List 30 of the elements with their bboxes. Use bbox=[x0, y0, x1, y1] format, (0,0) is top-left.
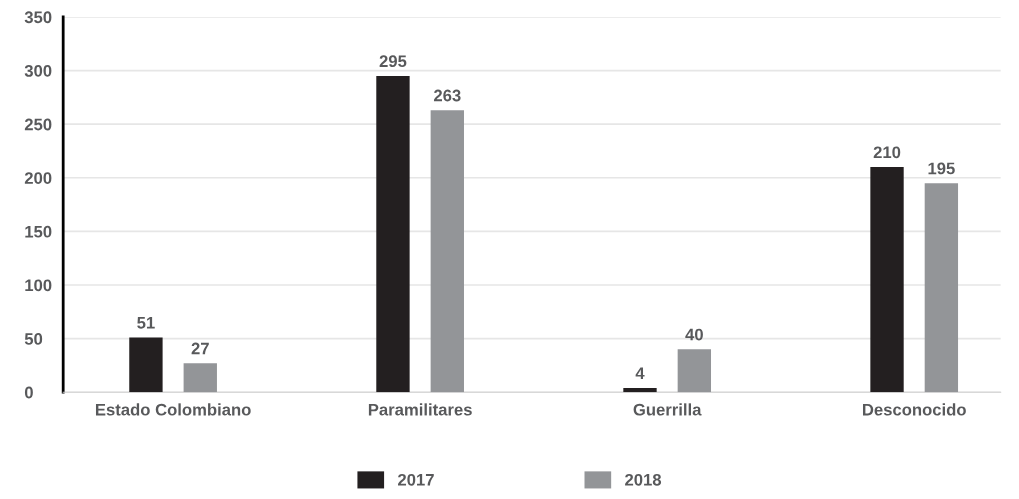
data-label: 4 bbox=[635, 367, 645, 379]
x-tick-label: Estado Colombiano bbox=[95, 403, 251, 416]
y-tick-label: 200 bbox=[24, 172, 52, 184]
y-tick-label: 300 bbox=[24, 64, 52, 77]
y-tick-label: 50 bbox=[24, 333, 43, 345]
legend-label: 2017 bbox=[398, 473, 434, 486]
data-label: 210 bbox=[873, 146, 901, 159]
x-tick-label: Paramilitares bbox=[368, 403, 472, 416]
legend-label: 2018 bbox=[625, 473, 662, 486]
bar bbox=[183, 363, 217, 393]
bar bbox=[623, 387, 657, 393]
y-tick-label: 350 bbox=[24, 11, 52, 24]
bar bbox=[430, 110, 464, 393]
data-label: 295 bbox=[379, 55, 407, 68]
x-tick-label: Guerrilla bbox=[633, 403, 702, 416]
data-label: 263 bbox=[433, 89, 461, 102]
y-tick-label: 150 bbox=[25, 225, 52, 238]
x-tick-label: Desconocido bbox=[862, 403, 966, 416]
bar bbox=[870, 167, 904, 393]
bar bbox=[677, 349, 712, 393]
y-tick-label: 100 bbox=[25, 279, 52, 292]
data-label: 27 bbox=[191, 342, 209, 355]
y-tick-label: 250 bbox=[24, 118, 52, 131]
data-label: 51 bbox=[137, 317, 155, 329]
data-label: 40 bbox=[685, 328, 703, 341]
data-label: 195 bbox=[928, 162, 955, 175]
y-tick-label: 0 bbox=[24, 386, 33, 399]
bar bbox=[129, 337, 163, 393]
bar bbox=[924, 183, 959, 393]
bar bbox=[376, 75, 410, 393]
